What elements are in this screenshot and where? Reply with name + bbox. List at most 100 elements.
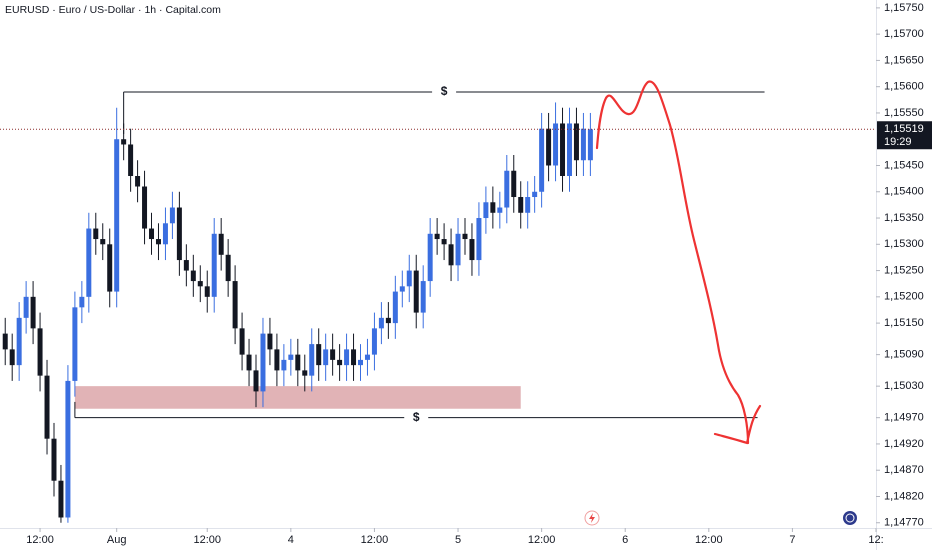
candle-body: [30, 296, 36, 329]
y-tick-label: 1,15030: [884, 380, 924, 392]
candle-body: [560, 123, 566, 176]
candle-body: [176, 207, 182, 261]
x-tick-label: 12:00: [193, 534, 221, 546]
y-tick-label: 1,15550: [884, 107, 924, 119]
candle-body: [51, 438, 57, 481]
zone: [74, 386, 521, 409]
candle-body: [16, 317, 22, 366]
candle-body: [469, 239, 475, 261]
candle-body: [246, 354, 252, 371]
candle-body: [427, 233, 433, 282]
candle-body: [546, 128, 552, 166]
candle-body: [162, 223, 168, 245]
candle-body: [218, 233, 224, 255]
y-tick-label: 1,15750: [884, 2, 924, 14]
x-tick-label: 7: [789, 534, 795, 546]
candle-body: [539, 128, 545, 192]
candle-body: [142, 186, 148, 229]
level-label: $: [441, 84, 448, 98]
candle-body: [364, 354, 370, 360]
plot-area: $$: [0, 84, 876, 523]
y-tick-label: 1,15400: [884, 186, 924, 198]
x-tick-label: 12:00: [528, 534, 556, 546]
candle-body: [344, 349, 350, 366]
candle-body: [525, 197, 531, 213]
y-tick-label: 1,15300: [884, 238, 924, 250]
candle-body: [337, 359, 343, 366]
candle-body: [204, 286, 210, 297]
candle-body: [511, 170, 517, 198]
candle-body: [518, 197, 524, 213]
candle-body: [309, 344, 315, 376]
candle-body: [392, 291, 398, 324]
candle-body: [413, 270, 419, 313]
candle-body: [44, 375, 50, 439]
candle-body: [462, 233, 468, 240]
candle-body: [448, 244, 454, 266]
candle-body: [504, 170, 510, 208]
last-price-box: [877, 121, 932, 150]
candle-body: [107, 244, 113, 292]
y-tick-label: 1,14920: [884, 438, 924, 450]
candle-body: [406, 270, 412, 287]
candle-body: [323, 349, 329, 366]
x-tick-label: 12:00: [26, 534, 54, 546]
candle-body: [121, 139, 127, 145]
y-tick-label: 1,15350: [884, 212, 924, 224]
candle-body: [37, 328, 43, 376]
candle-body: [573, 123, 579, 161]
y-tick-label: 1,14870: [884, 464, 924, 476]
level-label: $: [413, 410, 420, 424]
candle-body: [399, 286, 405, 292]
candle-body: [532, 191, 538, 198]
candle-body: [295, 354, 301, 371]
chart-title: EURUSD · Euro / US-Dollar · 1h · Capital…: [5, 4, 221, 16]
candle-body: [483, 202, 489, 219]
candle-body: [566, 123, 572, 176]
y-tick-label: 1,15150: [884, 317, 924, 329]
globe-icon[interactable]: [843, 511, 857, 525]
y-tick-label: 1,15700: [884, 28, 924, 40]
candle-body: [225, 254, 231, 282]
candle-body: [378, 317, 384, 329]
candle-body: [211, 233, 217, 297]
candle-body: [58, 480, 64, 518]
candle-body: [232, 281, 238, 329]
candle-body: [441, 239, 447, 245]
candle-body: [239, 328, 245, 355]
candle-body: [79, 296, 85, 308]
candle-body: [434, 233, 440, 240]
candle-body: [183, 260, 189, 271]
candle-body: [149, 228, 155, 240]
candle-body: [72, 307, 78, 381]
candle-body: [23, 296, 29, 318]
candle-body: [385, 317, 391, 324]
y-tick-label: 1,15600: [884, 81, 924, 93]
x-tick-label: 6: [622, 534, 628, 546]
y-tick-label: 1,15200: [884, 291, 924, 303]
candle-body: [553, 123, 559, 166]
x-tick-label: 12:00: [361, 534, 389, 546]
candle-body: [114, 139, 120, 292]
candle-body: [316, 344, 322, 366]
countdown: 19:29: [884, 136, 912, 148]
candle-body: [490, 202, 496, 213]
candle-body: [190, 270, 196, 282]
hand-drawn-forecast: [595, 80, 762, 445]
y-tick-label: 1,14970: [884, 412, 924, 424]
replay-icon[interactable]: [584, 510, 600, 526]
candle-body: [2, 333, 8, 350]
y-tick-label: 1,14820: [884, 490, 924, 502]
candle-body: [476, 218, 482, 261]
candle-body: [358, 359, 364, 366]
candle-body: [274, 349, 280, 371]
candle-body: [9, 349, 15, 366]
candle-body: [302, 370, 308, 376]
candle-body: [288, 354, 294, 360]
candle-body: [580, 128, 586, 161]
x-tick-label: 12:00: [695, 534, 723, 546]
candle-body: [155, 239, 161, 245]
candle-body: [100, 239, 106, 245]
